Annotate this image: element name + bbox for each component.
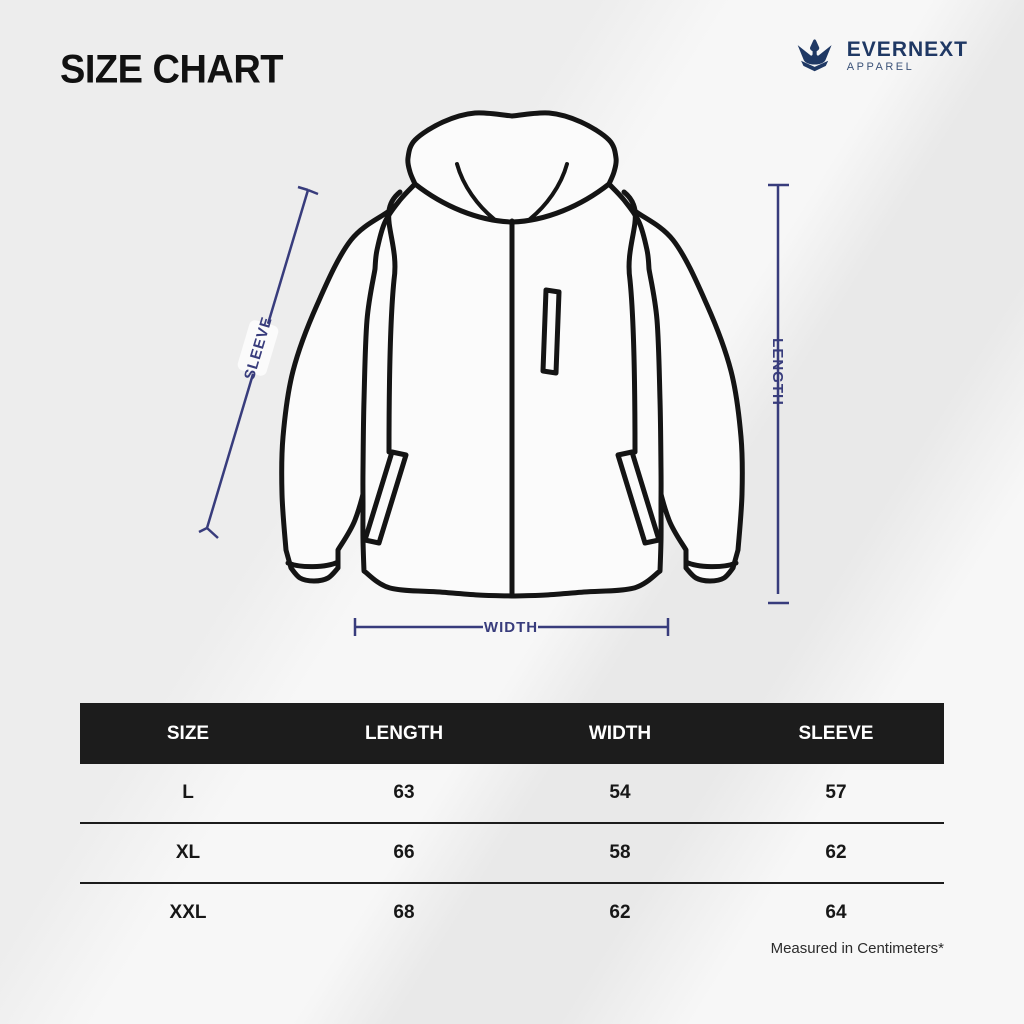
svg-text:WIDTH: WIDTH [484, 619, 538, 636]
svg-text:LENGTH: LENGTH [769, 338, 786, 406]
